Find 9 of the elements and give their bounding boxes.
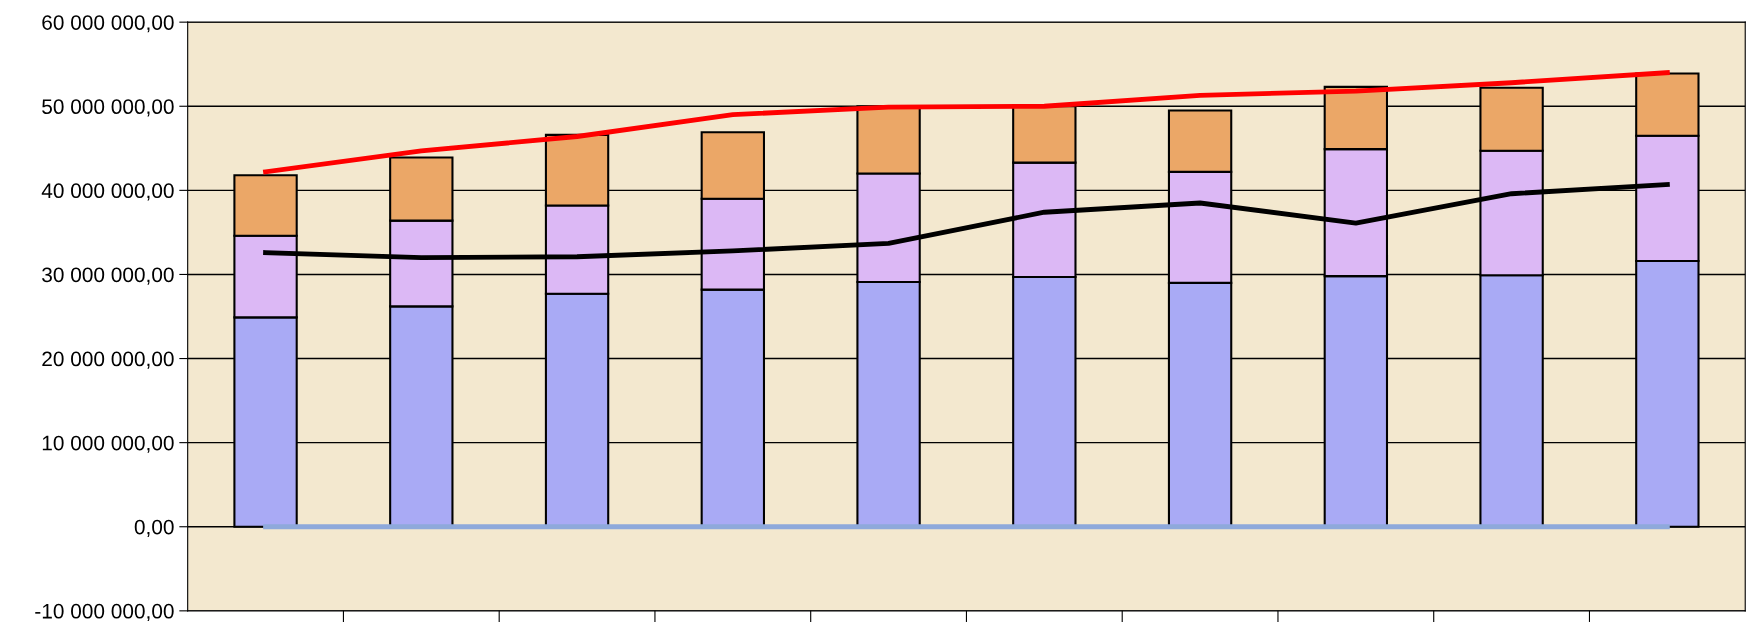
- y-tick-label: 0,00: [134, 519, 174, 537]
- y-tick-label: 30 000 000,00: [42, 267, 174, 285]
- y-tick-label: 10 000 000,00: [42, 435, 174, 453]
- y-tick-label: 40 000 000,00: [41, 183, 174, 201]
- y-tick-label: 60 000 000,00: [42, 15, 174, 33]
- y-tick-label: 20 000 000,00: [42, 351, 174, 369]
- y-tick-label: 50 000 000,00: [42, 99, 174, 117]
- y-tick-label: -10 000 000,00: [35, 603, 174, 622]
- line-series: [263, 70, 1670, 175]
